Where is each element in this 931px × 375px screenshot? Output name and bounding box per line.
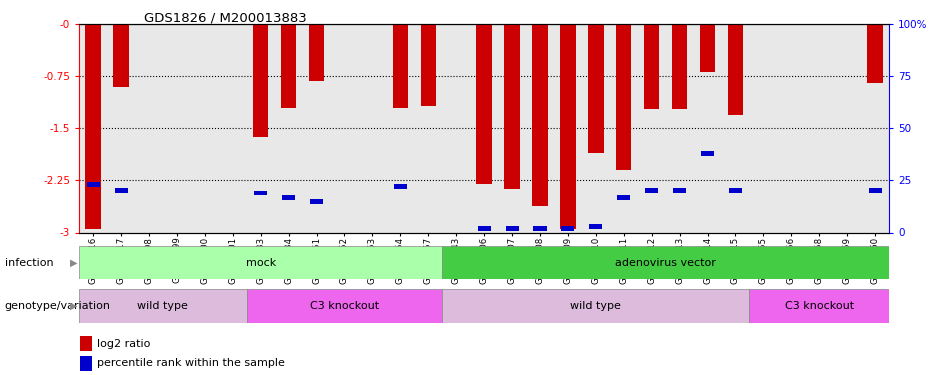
Bar: [616, 24, 631, 170]
Bar: [478, 226, 491, 231]
Bar: [247, 289, 442, 322]
Bar: [589, 224, 602, 229]
Text: C3 knockout: C3 knockout: [785, 301, 854, 310]
Bar: [673, 189, 686, 193]
Text: adenovirus vector: adenovirus vector: [615, 258, 716, 267]
Bar: [749, 289, 889, 322]
Bar: [505, 24, 519, 189]
Bar: [79, 246, 442, 279]
Bar: [672, 24, 687, 109]
Bar: [560, 24, 575, 229]
Bar: [868, 24, 883, 83]
Bar: [477, 24, 492, 184]
Bar: [533, 24, 547, 206]
Bar: [728, 24, 743, 115]
Bar: [394, 184, 407, 189]
Bar: [253, 24, 268, 137]
Bar: [442, 246, 889, 279]
Bar: [645, 189, 658, 193]
Bar: [506, 226, 519, 231]
Bar: [86, 24, 101, 229]
Bar: [393, 24, 408, 108]
Text: percentile rank within the sample: percentile rank within the sample: [97, 358, 285, 368]
Bar: [729, 189, 742, 193]
Bar: [87, 182, 100, 187]
Bar: [282, 195, 295, 200]
Bar: [254, 190, 267, 195]
Text: C3 knockout: C3 knockout: [310, 301, 379, 310]
Bar: [281, 24, 296, 108]
Bar: [442, 289, 749, 322]
Bar: [617, 195, 630, 200]
Bar: [79, 289, 247, 322]
Bar: [700, 24, 715, 72]
Text: wild type: wild type: [571, 301, 621, 310]
Text: GDS1826 / M200013883: GDS1826 / M200013883: [144, 11, 307, 24]
Text: genotype/variation: genotype/variation: [5, 301, 111, 310]
Bar: [114, 24, 128, 87]
Bar: [869, 189, 882, 193]
Text: mock: mock: [246, 258, 276, 267]
Bar: [533, 226, 546, 231]
Bar: [80, 356, 92, 370]
Bar: [644, 24, 659, 109]
Bar: [588, 24, 603, 153]
Text: infection: infection: [5, 258, 53, 268]
Bar: [561, 226, 574, 231]
Bar: [309, 24, 324, 81]
Bar: [310, 199, 323, 204]
Bar: [80, 336, 92, 351]
Bar: [421, 24, 436, 106]
Text: wild type: wild type: [138, 301, 188, 310]
Bar: [701, 151, 714, 156]
Text: ▶: ▶: [70, 301, 77, 310]
Text: log2 ratio: log2 ratio: [97, 339, 150, 349]
Bar: [115, 189, 128, 193]
Text: ▶: ▶: [70, 258, 77, 268]
